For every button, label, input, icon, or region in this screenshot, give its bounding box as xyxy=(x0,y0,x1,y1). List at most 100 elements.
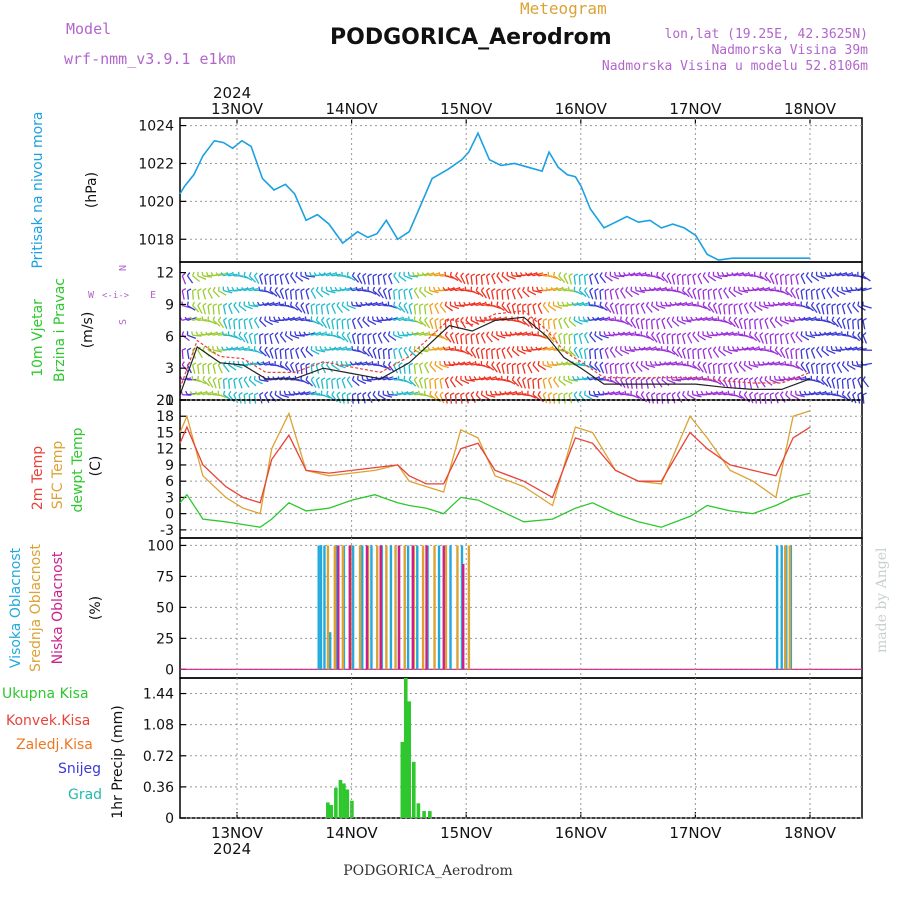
wind-barb-tick xyxy=(435,361,436,365)
mid-cloud-bar xyxy=(445,545,447,669)
wind-barb xyxy=(760,335,764,343)
wind-barb xyxy=(590,276,592,285)
wind-barb-tick xyxy=(337,302,339,305)
wind-barb xyxy=(368,350,373,358)
wind-barb-tick xyxy=(781,287,782,291)
wind-barb-tick xyxy=(316,304,320,306)
wind-barb-tick xyxy=(631,304,635,306)
wind-barb xyxy=(590,291,593,299)
wind-barb xyxy=(342,380,345,388)
wind-barb xyxy=(755,320,756,329)
wind-barb xyxy=(626,306,627,315)
wind-barb-tick xyxy=(595,273,598,276)
wind-barb xyxy=(853,306,859,313)
wind-barb-tick xyxy=(734,317,737,320)
wind-barb xyxy=(693,350,694,359)
wind-barb-tick xyxy=(817,376,818,380)
wind-barb-tick xyxy=(625,391,626,395)
wind-barb-tick xyxy=(569,346,571,350)
top-date-label: 13NOV xyxy=(211,100,264,118)
mid-cloud-bar xyxy=(433,545,435,669)
wind-barb-tick xyxy=(187,348,191,350)
wind-barb xyxy=(265,335,266,344)
wind-barb xyxy=(260,320,266,326)
wind-barb-tick xyxy=(368,316,369,320)
wind-barb xyxy=(296,365,298,374)
wind-barb xyxy=(713,306,717,314)
wind-barb-tick xyxy=(260,334,264,336)
wind-barb-tick xyxy=(383,332,385,335)
wind-barb-tick xyxy=(842,391,843,395)
wind-barb-tick xyxy=(203,376,205,380)
wind-barb-tick xyxy=(356,302,358,306)
wind-barb xyxy=(187,291,188,300)
compass-arrows: <-i-> xyxy=(102,291,130,301)
mid-cloud-bar xyxy=(327,545,329,669)
wind-barb-tick xyxy=(497,348,500,350)
coords-label: lon,lat (19.25E, 42.3625N) xyxy=(665,27,869,42)
wind-barb xyxy=(595,276,599,284)
wind-barb-tick xyxy=(863,318,866,320)
wind-barb xyxy=(652,320,653,329)
wind-barb xyxy=(234,380,236,389)
wind-barb-tick xyxy=(765,333,768,335)
wind-barb-tick xyxy=(270,287,271,291)
wind-barb xyxy=(368,335,369,344)
wind-barb xyxy=(373,335,375,344)
wind-barb xyxy=(765,395,766,404)
mid-cloud-bar xyxy=(376,545,378,669)
mid-cloud-bar xyxy=(342,545,344,669)
wind-barb-tick xyxy=(239,393,242,395)
temp-ylabel-3: dewpt Temp xyxy=(70,427,86,512)
wind-barb-tick xyxy=(337,319,341,321)
wind-barb xyxy=(327,306,329,315)
wind-barb-tick xyxy=(789,317,791,321)
wind-barb xyxy=(409,291,412,300)
wind-barb xyxy=(507,350,512,358)
wind-barb xyxy=(471,395,475,403)
wind-barb xyxy=(796,335,802,342)
wind-barb xyxy=(724,291,729,299)
wind-barb xyxy=(559,320,562,328)
wind-barb-tick xyxy=(342,377,345,380)
wind-barb-tick xyxy=(301,289,305,291)
wind-barb-tick xyxy=(755,302,756,306)
wind-barb-tick xyxy=(409,363,413,365)
wind-barb-tick xyxy=(456,393,460,395)
wind-barb xyxy=(667,395,668,404)
wind-barb-tick xyxy=(636,361,638,365)
wind-barb-tick xyxy=(755,377,758,380)
wind-barb xyxy=(683,350,686,359)
wind-barb xyxy=(492,276,496,284)
wind-barb xyxy=(703,276,709,283)
precip-bar xyxy=(407,701,411,818)
wind-barb-tick xyxy=(707,331,708,335)
wind-barb-tick xyxy=(373,391,375,394)
wind-barb-tick xyxy=(517,288,520,291)
precip-frame xyxy=(180,678,862,818)
wind-barb xyxy=(435,320,437,329)
wind-barb-tick xyxy=(368,274,372,276)
wind-barb xyxy=(404,291,405,300)
wind-barb xyxy=(791,276,792,285)
wind-barb-tick xyxy=(775,287,776,291)
wind-barb xyxy=(781,335,782,344)
wind-barb-tick xyxy=(677,347,680,350)
wind-barb-tick xyxy=(667,346,668,350)
wind-barb-tick xyxy=(430,318,433,320)
wind-barb-tick xyxy=(569,274,572,276)
wind-barb-tick xyxy=(450,272,451,276)
wind-barb-tick xyxy=(728,346,729,350)
wind-barb-tick xyxy=(734,378,738,380)
wind-barb xyxy=(744,320,745,329)
wind-barb-tick xyxy=(285,273,288,276)
wind-barb-tick xyxy=(517,377,520,380)
cloud-ylabel-3: Niska Oblacnost xyxy=(50,551,66,664)
wind-barb-tick xyxy=(667,334,671,336)
wind-barb xyxy=(842,365,848,371)
precip-bar xyxy=(334,788,338,818)
wind-barb-tick xyxy=(729,304,733,306)
wind-barb-tick xyxy=(585,391,586,395)
wind-barb xyxy=(383,291,386,299)
